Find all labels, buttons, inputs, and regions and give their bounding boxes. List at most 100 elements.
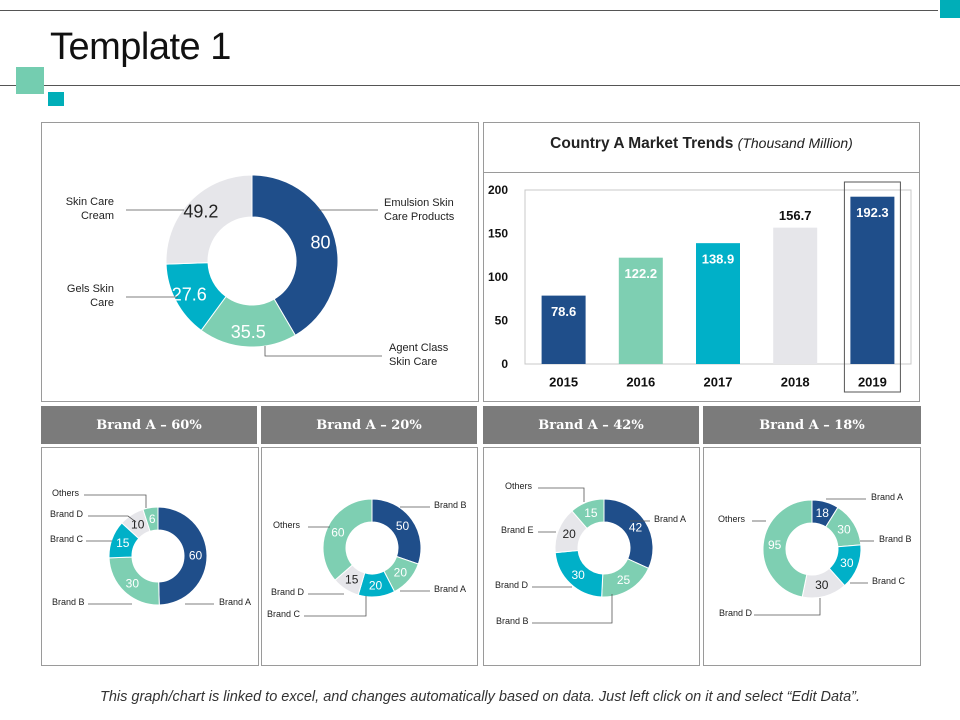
title-rule xyxy=(0,85,960,86)
brand-donut-3-value-label-4: 20 xyxy=(563,527,577,541)
main-donut-value-label-3: 27.6 xyxy=(172,284,207,304)
main-donut-category-label-3: Gels Skin Care xyxy=(67,283,114,309)
brand-donut-2-category-label-2: Brand A xyxy=(434,584,466,594)
bar-value-label-2017: 138.9 xyxy=(702,252,735,267)
brand-donut-2-value-label-2: 20 xyxy=(394,566,408,580)
bar-2015 xyxy=(541,295,586,364)
bar-xtick-label-2017: 2017 xyxy=(704,375,733,390)
page-title: Template 1 xyxy=(50,26,231,68)
brand-donut-1-category-label-5: Others xyxy=(52,488,80,498)
brand-donut-3-category-label-1: Brand A xyxy=(654,514,686,524)
brand-donut-3-value-label-3: 30 xyxy=(571,568,585,582)
accent-square-large xyxy=(16,67,44,94)
brand-donut-4-category-label-3: Brand C xyxy=(872,576,906,586)
brand-donut-1-slice-1 xyxy=(157,506,208,606)
brand-donut-3-leader-2 xyxy=(532,594,613,624)
bar-value-label-2019: 192.3 xyxy=(856,205,889,220)
main-donut-value-label-1: 80 xyxy=(311,232,331,252)
brand-donut-4-value-label-4: 30 xyxy=(815,578,829,592)
brand-donut-4-category-label-1: Brand A xyxy=(871,492,903,502)
brand-donut-3-category-label-2: Brand B xyxy=(496,616,529,626)
bar-ytick-label-4: 150 xyxy=(488,227,508,241)
brand-donut-2-category-label-3: Brand C xyxy=(267,609,301,619)
brand-donut-2-value-label-5: 60 xyxy=(331,525,345,539)
brand-donut-4-value-label-3: 30 xyxy=(840,556,854,570)
brand-donut-1-value-label-2: 30 xyxy=(126,576,140,590)
brand-donut-3-category-label-5: Others xyxy=(505,481,533,491)
brand-donut-1-category-label-1: Brand A xyxy=(219,597,251,607)
main-donut-leader-2 xyxy=(264,346,382,357)
brand-donut-3-value-label-5: 15 xyxy=(584,506,598,520)
bar-ytick-label-3: 100 xyxy=(488,270,508,284)
bar-ytick-label-2: 50 xyxy=(495,314,509,328)
brand-donut-2-category-label-5: Others xyxy=(273,520,301,530)
bar-2018 xyxy=(773,227,818,364)
main-donut-value-label-2: 35.5 xyxy=(231,322,266,342)
brand-panel-1 xyxy=(41,447,259,666)
brand-panel-3 xyxy=(483,447,700,666)
top-rule xyxy=(0,10,938,11)
brand-donut-3-leader-5 xyxy=(538,487,585,502)
bar-value-label-2018: 156.7 xyxy=(779,208,812,223)
brand-donut-1-value-label-1: 60 xyxy=(189,549,203,563)
brand-donut-3-value-label-1: 42 xyxy=(629,521,643,535)
brand-donut-4-category-label-5: Others xyxy=(718,514,746,524)
brand-donut-4-value-label-2: 30 xyxy=(837,522,851,536)
brand-header-4: Brand A – 18% xyxy=(703,406,921,444)
bar-chart-title-box: Country A Market Trends (Thousand Millio… xyxy=(484,123,919,173)
bar-2016 xyxy=(618,257,663,364)
brand-donut-4-slice-5 xyxy=(762,499,813,598)
brand-panel-2 xyxy=(261,447,478,666)
bar-value-label-2015: 78.6 xyxy=(551,304,576,319)
brand-donut-3-slice-5 xyxy=(571,498,605,530)
main-donut-slice-4 xyxy=(165,174,253,265)
bar-2019 xyxy=(850,196,895,364)
brand-donut-3-value-label-2: 25 xyxy=(617,573,631,587)
brand-donut-4-value-label-1: 18 xyxy=(816,506,830,520)
bar-xtick-label-2015: 2015 xyxy=(549,375,578,390)
brand-donut-4-leader-4 xyxy=(754,598,821,616)
main-donut-slice-1 xyxy=(251,174,339,336)
brand-panel-4 xyxy=(703,447,921,666)
brand-donut-1-slice-5 xyxy=(142,506,159,532)
brand-donut-2-category-label-1: Brand B xyxy=(434,500,467,510)
bar-xtick-label-2019: 2019 xyxy=(858,375,887,390)
brand-donut-3-category-label-3: Brand D xyxy=(495,580,529,590)
brand-donut-4-category-label-2: Brand B xyxy=(879,534,912,544)
brand-donut-2-value-label-4: 15 xyxy=(345,573,359,587)
brand-donut-2-category-label-4: Brand D xyxy=(271,587,305,597)
brand-donut-1-leader-5 xyxy=(84,494,147,508)
brand-donut-2-slice-5 xyxy=(322,498,373,581)
footer-note: This graph/chart is linked to excel, and… xyxy=(99,689,861,705)
brand-donut-1-value-label-3: 15 xyxy=(116,536,130,550)
brand-donut-3-category-label-4: Brand E xyxy=(501,525,534,535)
main-donut-category-label-2: Agent Class Skin Care xyxy=(389,342,449,368)
brand-donut-2-leader-3 xyxy=(304,596,367,617)
brand-donut-1-category-label-3: Brand C xyxy=(50,534,84,544)
bar-chart-subtitle: (Thousand Million) xyxy=(737,135,853,151)
brand-donut-1-category-label-2: Brand B xyxy=(52,597,85,607)
main-donut-panel xyxy=(41,122,479,402)
main-donut-value-label-4: 49.2 xyxy=(183,202,218,222)
brand-header-3: Brand A – 42% xyxy=(483,406,699,444)
main-donut-category-label-1: Emulsion Skin Care Products xyxy=(384,197,455,223)
brand-donut-4-category-label-4: Brand D xyxy=(719,608,753,618)
corner-accent-square xyxy=(940,0,960,18)
brand-donut-1-value-label-5: 6 xyxy=(149,512,156,526)
bar-2017 xyxy=(696,243,740,364)
accent-square-small xyxy=(48,92,64,106)
brand-donut-2-value-label-3: 20 xyxy=(369,578,383,592)
bar-value-label-2016: 122.2 xyxy=(625,266,658,281)
brand-header-2: Brand A – 20% xyxy=(261,406,477,444)
brand-donut-1-category-label-4: Brand D xyxy=(50,509,84,519)
brand-header-1: Brand A – 60% xyxy=(41,406,257,444)
bar-highlight-box xyxy=(843,181,901,393)
bar-ytick-label-5: 200 xyxy=(488,183,508,197)
bar-chart-title: Country A Market Trends xyxy=(550,135,734,152)
brand-donut-4-value-label-5: 95 xyxy=(768,538,782,552)
bar-xtick-label-2016: 2016 xyxy=(626,375,655,390)
main-donut-category-label-4: Skin Care Cream xyxy=(66,196,114,222)
bar-ytick-label-1: 0 xyxy=(501,357,508,371)
brand-donut-1-leader-4 xyxy=(88,515,137,523)
